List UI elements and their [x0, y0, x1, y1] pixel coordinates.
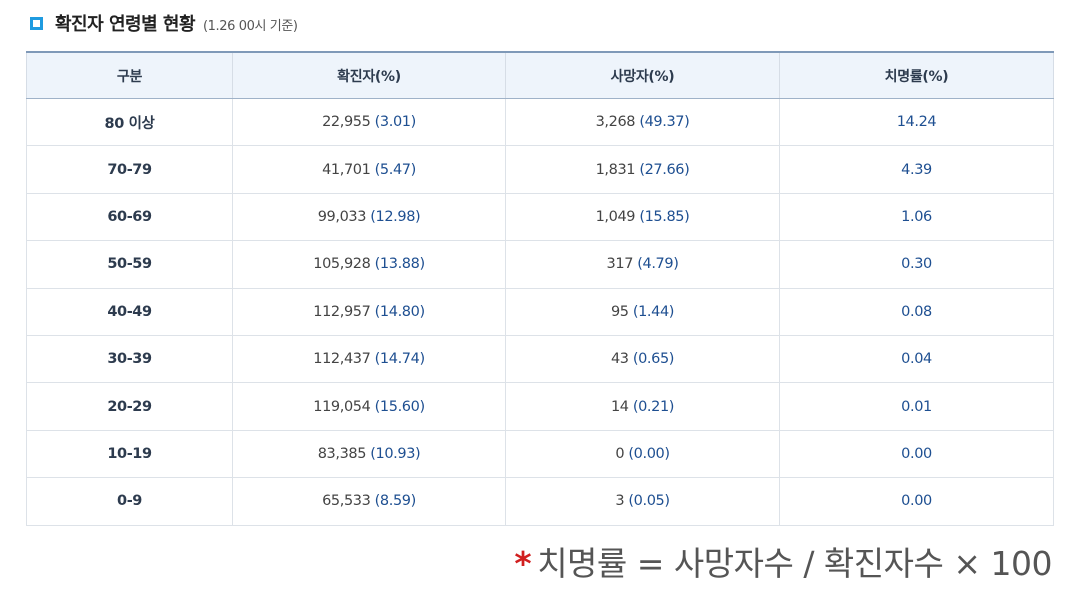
section-subtitle: (1.26 00시 기준) [203, 19, 298, 34]
cases-cell: 112,437 (14.74) [232, 334, 506, 384]
age-group-cell: 40-49 [26, 287, 233, 336]
cases-percent: (8.59) [374, 493, 417, 510]
deaths-percent: (1.44) [632, 303, 675, 320]
table-row: 50-59 105,928 (13.88) 317 (4.79) 0.30 [26, 240, 1054, 289]
cases-percent: (10.93) [370, 445, 421, 462]
square-bullet-icon [30, 17, 43, 30]
deaths-count: 43 [610, 351, 629, 368]
age-status-table: 구분 확진자(%) 사망자(%) 치명률(%) 80 이상 22,955 (3.0… [26, 51, 1054, 526]
deaths-count: 14 [610, 398, 629, 415]
section-title: 확진자 연령별 현황 [55, 14, 196, 35]
table-row: 20-29 119,054 (15.60) 14 (0.21) 0.01 [26, 382, 1054, 431]
cases-count: 83,385 [317, 445, 367, 462]
fatality-rate-cell: 0.00 [779, 477, 1054, 526]
column-header-fatality: 치명률(%) [779, 52, 1054, 99]
formula-text: 치명률 = 사망자수 / 확진자수 × 100 [537, 544, 1052, 583]
deaths-cell: 43 (0.65) [505, 334, 780, 384]
deaths-cell: 1,049 (15.85) [505, 192, 780, 242]
cases-percent: (12.98) [370, 208, 421, 225]
deaths-count: 3,268 [595, 114, 636, 131]
age-group-cell: 20-29 [26, 382, 233, 431]
fatality-rate-cell: 0.01 [779, 382, 1054, 431]
deaths-count: 317 [606, 256, 634, 273]
deaths-percent: (27.66) [639, 161, 690, 178]
table-row: 40-49 112,957 (14.80) 95 (1.44) 0.08 [26, 287, 1054, 336]
cases-count: 41,701 [322, 161, 371, 178]
cases-cell: 112,957 (14.80) [232, 287, 506, 336]
fatality-formula-note: * 치명률 = 사망자수 / 확진자수 × 100 [514, 537, 1052, 585]
column-header-cases: 확진자(%) [232, 52, 506, 99]
cases-count: 112,437 [313, 351, 371, 368]
cases-cell: 41,701 (5.47) [232, 145, 506, 194]
deaths-percent: (0.21) [632, 398, 675, 415]
cases-cell: 65,533 (8.59) [232, 477, 506, 526]
age-group-cell: 80 이상 [26, 97, 233, 147]
deaths-percent: (0.05) [628, 493, 670, 510]
table-header-row: 구분 확진자(%) 사망자(%) 치명률(%) [26, 52, 1054, 99]
deaths-cell: 0 (0.00) [505, 429, 780, 479]
age-group-cell: 30-39 [26, 334, 233, 384]
cases-percent: (13.88) [374, 256, 425, 273]
fatality-rate-cell: 0.00 [779, 429, 1054, 479]
age-group-cell: 60-69 [26, 192, 233, 242]
deaths-percent: (15.85) [639, 208, 690, 225]
table-row: 60-69 99,033 (12.98) 1,049 (15.85) 1.06 [26, 192, 1054, 242]
table-row: 0-9 65,533 (8.59) 3 (0.05) 0.00 [26, 477, 1054, 526]
age-group-cell: 70-79 [26, 145, 233, 194]
section-header: 확진자 연령별 현황 (1.26 00시 기준) [30, 10, 298, 36]
cases-cell: 99,033 (12.98) [232, 192, 506, 242]
table-body: 80 이상 22,955 (3.01) 3,268 (49.37) 14.24 70-7… [26, 97, 1054, 526]
deaths-percent: (4.79) [637, 256, 679, 273]
deaths-percent: (0.00) [628, 445, 670, 462]
deaths-percent: (0.65) [632, 351, 675, 368]
deaths-cell: 1,831 (27.66) [505, 145, 780, 194]
cases-percent: (5.47) [374, 161, 417, 178]
deaths-count: 3 [615, 493, 625, 510]
cases-count: 105,928 [313, 256, 371, 273]
deaths-count: 1,831 [595, 161, 636, 178]
cases-count: 112,957 [313, 303, 371, 320]
cases-count: 119,054 [313, 398, 371, 415]
table-row: 10-19 83,385 (10.93) 0 (0.00) 0.00 [26, 429, 1054, 479]
table-row: 80 이상 22,955 (3.01) 3,268 (49.37) 14.24 [26, 97, 1054, 147]
table-row: 30-39 112,437 (14.74) 43 (0.65) 0.04 [26, 334, 1054, 384]
deaths-cell: 14 (0.21) [505, 382, 780, 431]
table-row: 70-79 41,701 (5.47) 1,831 (27.66) 4.39 [26, 145, 1054, 194]
fatality-rate-cell: 4.39 [779, 145, 1054, 194]
deaths-percent: (49.37) [639, 114, 690, 131]
cases-cell: 119,054 (15.60) [232, 382, 506, 431]
cases-count: 65,533 [322, 493, 371, 510]
cases-cell: 22,955 (3.01) [232, 97, 506, 147]
fatality-rate-cell: 14.24 [779, 97, 1054, 147]
column-header-category: 구분 [26, 52, 233, 99]
cases-percent: (3.01) [374, 114, 417, 131]
cases-cell: 105,928 (13.88) [232, 240, 506, 289]
deaths-cell: 3 (0.05) [505, 477, 780, 526]
deaths-cell: 317 (4.79) [505, 240, 780, 289]
fatality-rate-cell: 0.08 [779, 287, 1054, 336]
deaths-cell: 95 (1.44) [505, 287, 780, 336]
asterisk-marker: * [514, 544, 532, 583]
deaths-count: 95 [610, 303, 629, 320]
cases-percent: (15.60) [374, 398, 425, 415]
cases-cell: 83,385 (10.93) [232, 429, 506, 479]
deaths-count: 0 [615, 445, 625, 462]
age-group-cell: 10-19 [26, 429, 233, 479]
deaths-cell: 3,268 (49.37) [505, 97, 780, 147]
age-group-cell: 50-59 [26, 240, 233, 289]
cases-percent: (14.80) [374, 303, 425, 320]
cases-percent: (14.74) [374, 351, 425, 368]
fatality-rate-cell: 0.04 [779, 334, 1054, 384]
fatality-rate-cell: 1.06 [779, 192, 1054, 242]
cases-count: 99,033 [317, 208, 367, 225]
column-header-deaths: 사망자(%) [505, 52, 780, 99]
fatality-rate-cell: 0.30 [779, 240, 1054, 289]
deaths-count: 1,049 [595, 208, 636, 225]
age-group-cell: 0-9 [26, 477, 233, 526]
cases-count: 22,955 [322, 114, 371, 131]
